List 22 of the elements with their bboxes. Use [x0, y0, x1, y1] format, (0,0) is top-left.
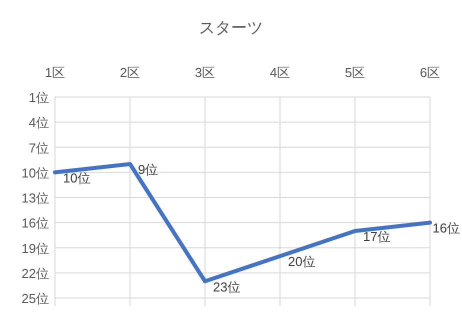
y-tick-label: 19位 — [22, 240, 49, 256]
x-tick-label: 6区 — [420, 65, 440, 80]
x-tick-label: 3区 — [194, 65, 216, 80]
y-tick-label: 22位 — [22, 266, 49, 281]
x-tick-label: 4区 — [270, 65, 290, 80]
data-label: 10位 — [63, 170, 90, 186]
y-tick-label: 7位 — [28, 140, 49, 156]
x-tick-label: 5区 — [344, 65, 366, 80]
x-tick-label: 1区 — [44, 65, 66, 80]
y-tick-label: 4位 — [28, 115, 49, 130]
y-tick-label: 10位 — [22, 165, 49, 180]
y-tick-label: 1位 — [28, 90, 49, 105]
data-label: 20位 — [288, 254, 316, 270]
data-label: 23位 — [213, 279, 240, 294]
data-label: 16位 — [432, 220, 460, 236]
y-tick-label: 13位 — [22, 190, 49, 206]
x-tick-label: 2区 — [120, 65, 140, 80]
y-tick-label: 16位 — [22, 216, 49, 231]
data-label: 17位 — [363, 229, 390, 244]
y-tick-label: 25位 — [22, 291, 49, 306]
data-label: 9位 — [138, 162, 158, 177]
chart-title: スターツ — [199, 20, 263, 37]
